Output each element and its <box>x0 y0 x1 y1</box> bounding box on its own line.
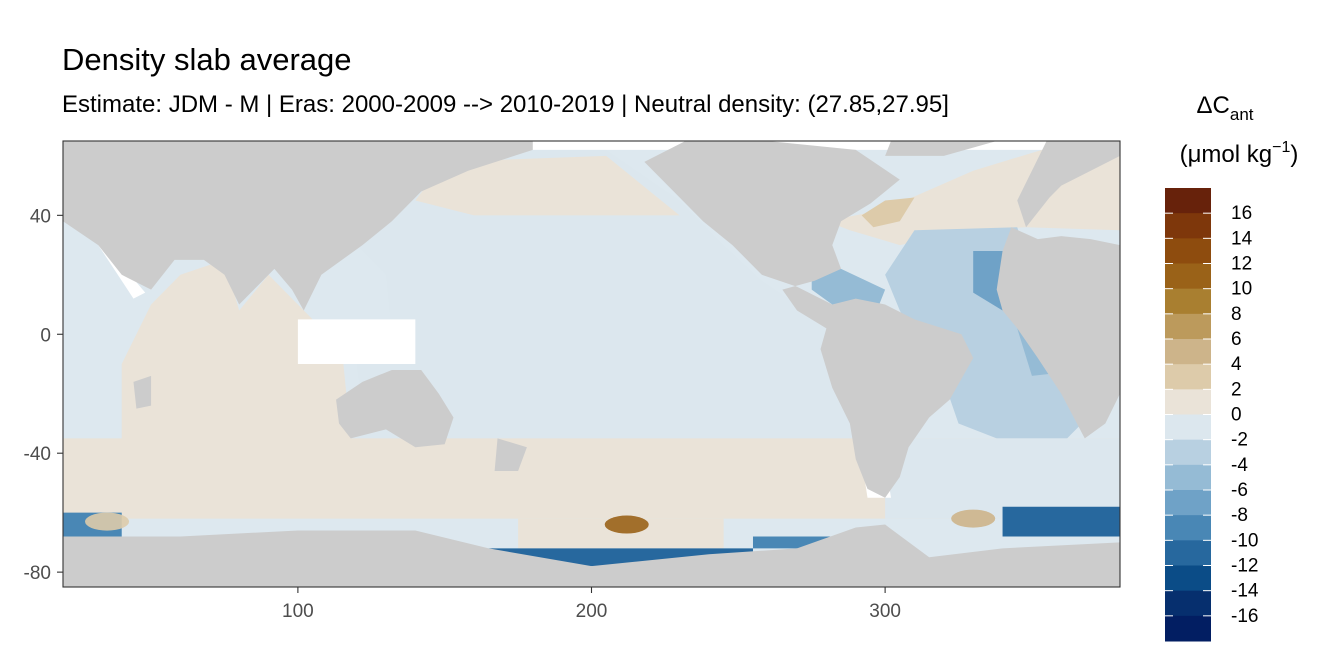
colorbar-swatch <box>1165 288 1211 315</box>
colorbar-swatch <box>1165 615 1211 642</box>
region-south-atlantic <box>885 438 1120 519</box>
colorbar-label: 16 <box>1231 203 1252 224</box>
chart-title: Density slab average <box>62 42 352 77</box>
colorbar-swatch <box>1165 188 1211 214</box>
land-new-zealand <box>494 438 527 472</box>
colorbar-label: 4 <box>1231 354 1242 375</box>
colorbar-swatch <box>1165 414 1211 441</box>
colorbar-label: -6 <box>1231 480 1248 501</box>
colorbar-label: 0 <box>1231 405 1242 426</box>
colorbar-label: -12 <box>1231 556 1258 577</box>
colorbar-swatch <box>1165 540 1211 566</box>
colorbar-swatch <box>1165 238 1211 264</box>
land-africa <box>996 227 1120 439</box>
land-australia <box>336 369 454 448</box>
x-tick-label: 200 <box>576 601 608 622</box>
y-tick-label: -40 <box>24 444 51 465</box>
y-tick-label: -80 <box>24 563 51 584</box>
land-europe <box>1017 141 1120 228</box>
legend-title: ΔCant <box>1196 92 1253 124</box>
region-ross-sector <box>518 518 724 549</box>
chart-subtitle: Estimate: JDM - M | Eras: 2000-2009 --> … <box>62 91 949 118</box>
colorbar-swatch <box>1165 515 1211 541</box>
colorbar-label: -14 <box>1231 581 1259 602</box>
colorbar-label: -2 <box>1231 430 1248 451</box>
land-antarctica <box>63 524 1120 587</box>
y-axis: 40 0 -40 -80 <box>24 206 63 584</box>
colorbar-label: 10 <box>1231 279 1252 300</box>
y-tick-label: 40 <box>30 206 51 227</box>
colorbar-label: 12 <box>1231 254 1252 275</box>
colorbar-swatch <box>1165 313 1211 340</box>
colorbar-swatch <box>1165 339 1211 365</box>
y-tick-label: 0 <box>40 325 51 346</box>
x-tick-label: 100 <box>282 601 314 622</box>
colorbar-label: 6 <box>1231 329 1242 350</box>
land-eurasia <box>63 141 533 311</box>
colorbar-swatch <box>1165 590 1211 617</box>
colorbar-swatch <box>1165 464 1211 491</box>
legend-unit: (μmol kg−1) <box>1180 139 1299 168</box>
missing-indonesia <box>297 319 416 364</box>
colorbar-legend: ΔCant (μmol kg−1) 16 14 12 10 8 6 4 2 0 -2 -4 -6 -8 -… <box>1165 92 1298 642</box>
region-tropical-atlantic <box>885 227 1097 439</box>
region-north-pacific-band <box>415 155 680 216</box>
colorbar-swatch <box>1165 263 1211 290</box>
x-axis: 100 200 300 <box>282 587 901 622</box>
hotspot-ross-warm-patch <box>604 515 649 534</box>
colorbar-swatch <box>1165 490 1211 516</box>
colorbar-label: 8 <box>1231 304 1242 325</box>
colorbar-label: -10 <box>1231 530 1258 551</box>
region-labrador-shelf <box>861 197 915 228</box>
land-americas <box>644 141 974 498</box>
hotspot-weddell-warm-patch <box>951 509 996 528</box>
region-caribbean <box>811 268 886 305</box>
colorbar-swatch <box>1165 565 1211 592</box>
hotspot-indian-sector-patch <box>85 512 130 531</box>
colorbar-swatch <box>1165 389 1211 415</box>
colorbar-label: -16 <box>1231 606 1258 627</box>
colorbar-label: 2 <box>1231 379 1242 400</box>
colorbar-label: -4 <box>1231 455 1248 476</box>
region-pacific <box>350 149 871 519</box>
region-atlantic-margin <box>1002 506 1120 537</box>
land-greenland <box>885 141 997 156</box>
colorbar-label: -8 <box>1231 505 1248 526</box>
x-tick-label: 300 <box>869 601 901 622</box>
colorbar-swatch <box>1165 364 1211 390</box>
land-madagascar <box>133 375 152 409</box>
colorbar-label: 14 <box>1231 228 1253 249</box>
region-indian-ocean <box>121 259 351 454</box>
map-panel <box>63 141 1120 587</box>
colorbar-swatch <box>1165 439 1211 466</box>
colorbar-swatch <box>1165 213 1211 239</box>
